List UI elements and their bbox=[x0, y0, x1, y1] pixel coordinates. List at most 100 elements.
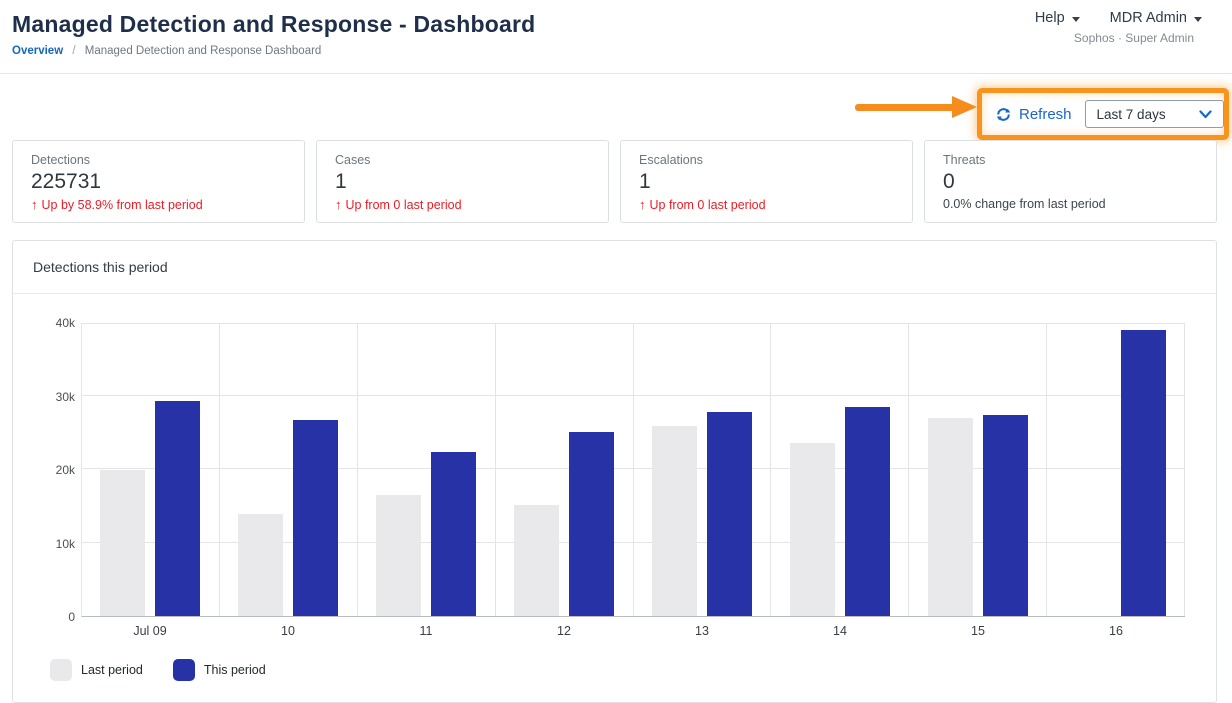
page-title: Managed Detection and Response - Dashboa… bbox=[12, 11, 536, 37]
bar-this-period[interactable] bbox=[706, 412, 752, 616]
x-tick-label: 12 bbox=[557, 624, 571, 638]
stat-delta-text: Up from 0 last period bbox=[345, 197, 462, 212]
refresh-icon bbox=[996, 107, 1011, 121]
stat-label: Escalations bbox=[639, 153, 703, 167]
gridline bbox=[82, 468, 1185, 469]
bar-this-period[interactable] bbox=[431, 452, 477, 616]
breadcrumb: Overview / Managed Detection and Respons… bbox=[12, 45, 321, 57]
x-axis-labels: Jul 09 10 11 12 13 14 15 16 bbox=[81, 624, 1185, 638]
bar-last-period[interactable] bbox=[651, 426, 697, 616]
stat-value: 0 bbox=[943, 170, 955, 193]
account-subtitle: Sophos · Super Admin bbox=[1073, 31, 1194, 45]
y-tick-label: 40k bbox=[55, 316, 75, 330]
legend-swatch-icon bbox=[50, 659, 72, 681]
stat-delta: ↑ Up from 0 last period bbox=[639, 197, 894, 212]
stat-value: 1 bbox=[639, 170, 651, 193]
y-tick-label: 0 bbox=[68, 610, 75, 624]
bar-last-period[interactable] bbox=[789, 443, 835, 616]
bar-this-period[interactable] bbox=[1120, 330, 1166, 616]
stat-label: Cases bbox=[335, 153, 371, 167]
bar-chart-plot bbox=[81, 323, 1185, 617]
stat-delta-text: 0.0% change from last period bbox=[943, 197, 1106, 211]
bar-group-13 bbox=[634, 324, 772, 616]
annotation-highlight-box: Refresh Last 7 days bbox=[977, 88, 1229, 140]
stat-value: 1 bbox=[335, 170, 347, 193]
bar-group-16 bbox=[1047, 324, 1185, 616]
stat-label: Threats bbox=[943, 153, 986, 167]
page-header: Managed Detection and Response - Dashboa… bbox=[0, 0, 1232, 74]
caret-down-icon bbox=[1071, 16, 1080, 22]
legend-item-last-period[interactable]: Last period bbox=[50, 659, 143, 681]
stat-delta-text: Up by 58.9% from last period bbox=[41, 197, 203, 212]
stat-label: Detections bbox=[31, 153, 91, 167]
breadcrumb-overview-link[interactable]: Overview bbox=[12, 45, 64, 57]
help-menu[interactable]: Help bbox=[1035, 10, 1080, 26]
bar-last-period[interactable] bbox=[100, 470, 146, 616]
bar-this-period[interactable] bbox=[982, 415, 1028, 616]
bar-this-period[interactable] bbox=[844, 407, 890, 616]
legend-label: This period bbox=[203, 663, 266, 677]
x-tick-label: Jul 09 bbox=[133, 624, 167, 638]
bar-this-period[interactable] bbox=[293, 420, 339, 616]
x-tick-label: 14 bbox=[833, 624, 847, 638]
legend-swatch-icon bbox=[172, 659, 195, 681]
bar-this-period[interactable] bbox=[569, 432, 615, 616]
detections-chart-panel: Detections this period 0 10k 20k 30k 40k Jul… bbox=[12, 240, 1217, 703]
annotation-arrow-icon bbox=[952, 96, 977, 118]
bar-group-12 bbox=[496, 324, 634, 616]
legend-item-this-period[interactable]: This period bbox=[172, 659, 266, 681]
stat-card-threats: Threats 0 ↑ 0.0% change from last period bbox=[924, 140, 1217, 223]
stat-card-escalations: Escalations 1 ↑ Up from 0 last period bbox=[620, 140, 913, 223]
annotation-arrow-shaft bbox=[855, 104, 958, 111]
legend-label: Last period bbox=[81, 663, 143, 677]
account-menu-label: MDR Admin bbox=[1109, 10, 1187, 26]
bar-group-14 bbox=[771, 324, 910, 616]
x-tick-label: 11 bbox=[419, 624, 433, 638]
stat-delta-text: Up from 0 last period bbox=[649, 197, 766, 212]
caret-down-icon bbox=[1194, 16, 1202, 22]
breadcrumb-current: Managed Detection and Response Dashboard bbox=[84, 45, 322, 57]
account-menu[interactable]: MDR Admin bbox=[1110, 10, 1202, 26]
stat-cards-row: Detections 225731 ↑ Up by 58.9% from las… bbox=[12, 140, 1217, 223]
gridline bbox=[82, 394, 1185, 396]
bar-last-period[interactable] bbox=[376, 495, 422, 616]
x-tick-label: 15 bbox=[971, 624, 985, 638]
bar-group-10 bbox=[220, 324, 358, 616]
stat-delta: ↑ 0.0% change from last period bbox=[943, 197, 1198, 211]
y-tick-label: 20k bbox=[55, 463, 75, 477]
bar-this-period[interactable] bbox=[155, 401, 201, 616]
y-tick-label: 10k bbox=[55, 536, 75, 551]
gridline bbox=[82, 541, 1185, 543]
chart-title: Detections this period bbox=[33, 259, 168, 275]
chart-panel-header: Detections this period bbox=[13, 241, 1216, 294]
period-select-value: Last 7 days bbox=[1096, 106, 1166, 122]
refresh-button-label: Refresh bbox=[1019, 105, 1072, 123]
bar-group-11 bbox=[358, 324, 496, 616]
x-tick-label: 10 bbox=[281, 624, 295, 638]
up-arrow-icon: ↑ bbox=[639, 197, 646, 212]
refresh-button[interactable]: Refresh bbox=[995, 106, 1072, 123]
y-tick-label: 30k bbox=[55, 389, 75, 404]
chevron-down-icon bbox=[1199, 109, 1212, 118]
x-tick-label: 16 bbox=[1109, 624, 1123, 638]
bar-group-15 bbox=[909, 324, 1048, 616]
bar-last-period[interactable] bbox=[238, 514, 284, 616]
stat-delta: ↑ Up by 58.9% from last period bbox=[31, 197, 286, 212]
up-arrow-icon: ↑ bbox=[335, 197, 342, 212]
breadcrumb-separator: / bbox=[72, 45, 76, 57]
bar-group-jul-09 bbox=[82, 324, 220, 616]
chart-legend: Last period This period bbox=[50, 659, 266, 681]
stat-value: 225731 bbox=[31, 170, 102, 193]
up-arrow-icon: ↑ bbox=[31, 197, 38, 212]
period-select[interactable]: Last 7 days bbox=[1084, 100, 1224, 128]
stat-card-detections: Detections 225731 ↑ Up by 58.9% from las… bbox=[12, 140, 305, 223]
y-axis-labels: 0 10k 20k 30k 40k bbox=[13, 316, 75, 624]
stat-card-cases: Cases 1 ↑ Up from 0 last period bbox=[316, 140, 609, 223]
x-tick-label: 13 bbox=[695, 624, 709, 638]
stat-delta: ↑ Up from 0 last period bbox=[335, 197, 590, 212]
header-right: Help MDR Admin Sophos · Super Admin bbox=[1035, 10, 1202, 45]
help-menu-label: Help bbox=[1034, 10, 1065, 26]
bar-last-period[interactable] bbox=[927, 418, 973, 616]
bar-last-period[interactable] bbox=[514, 505, 560, 616]
